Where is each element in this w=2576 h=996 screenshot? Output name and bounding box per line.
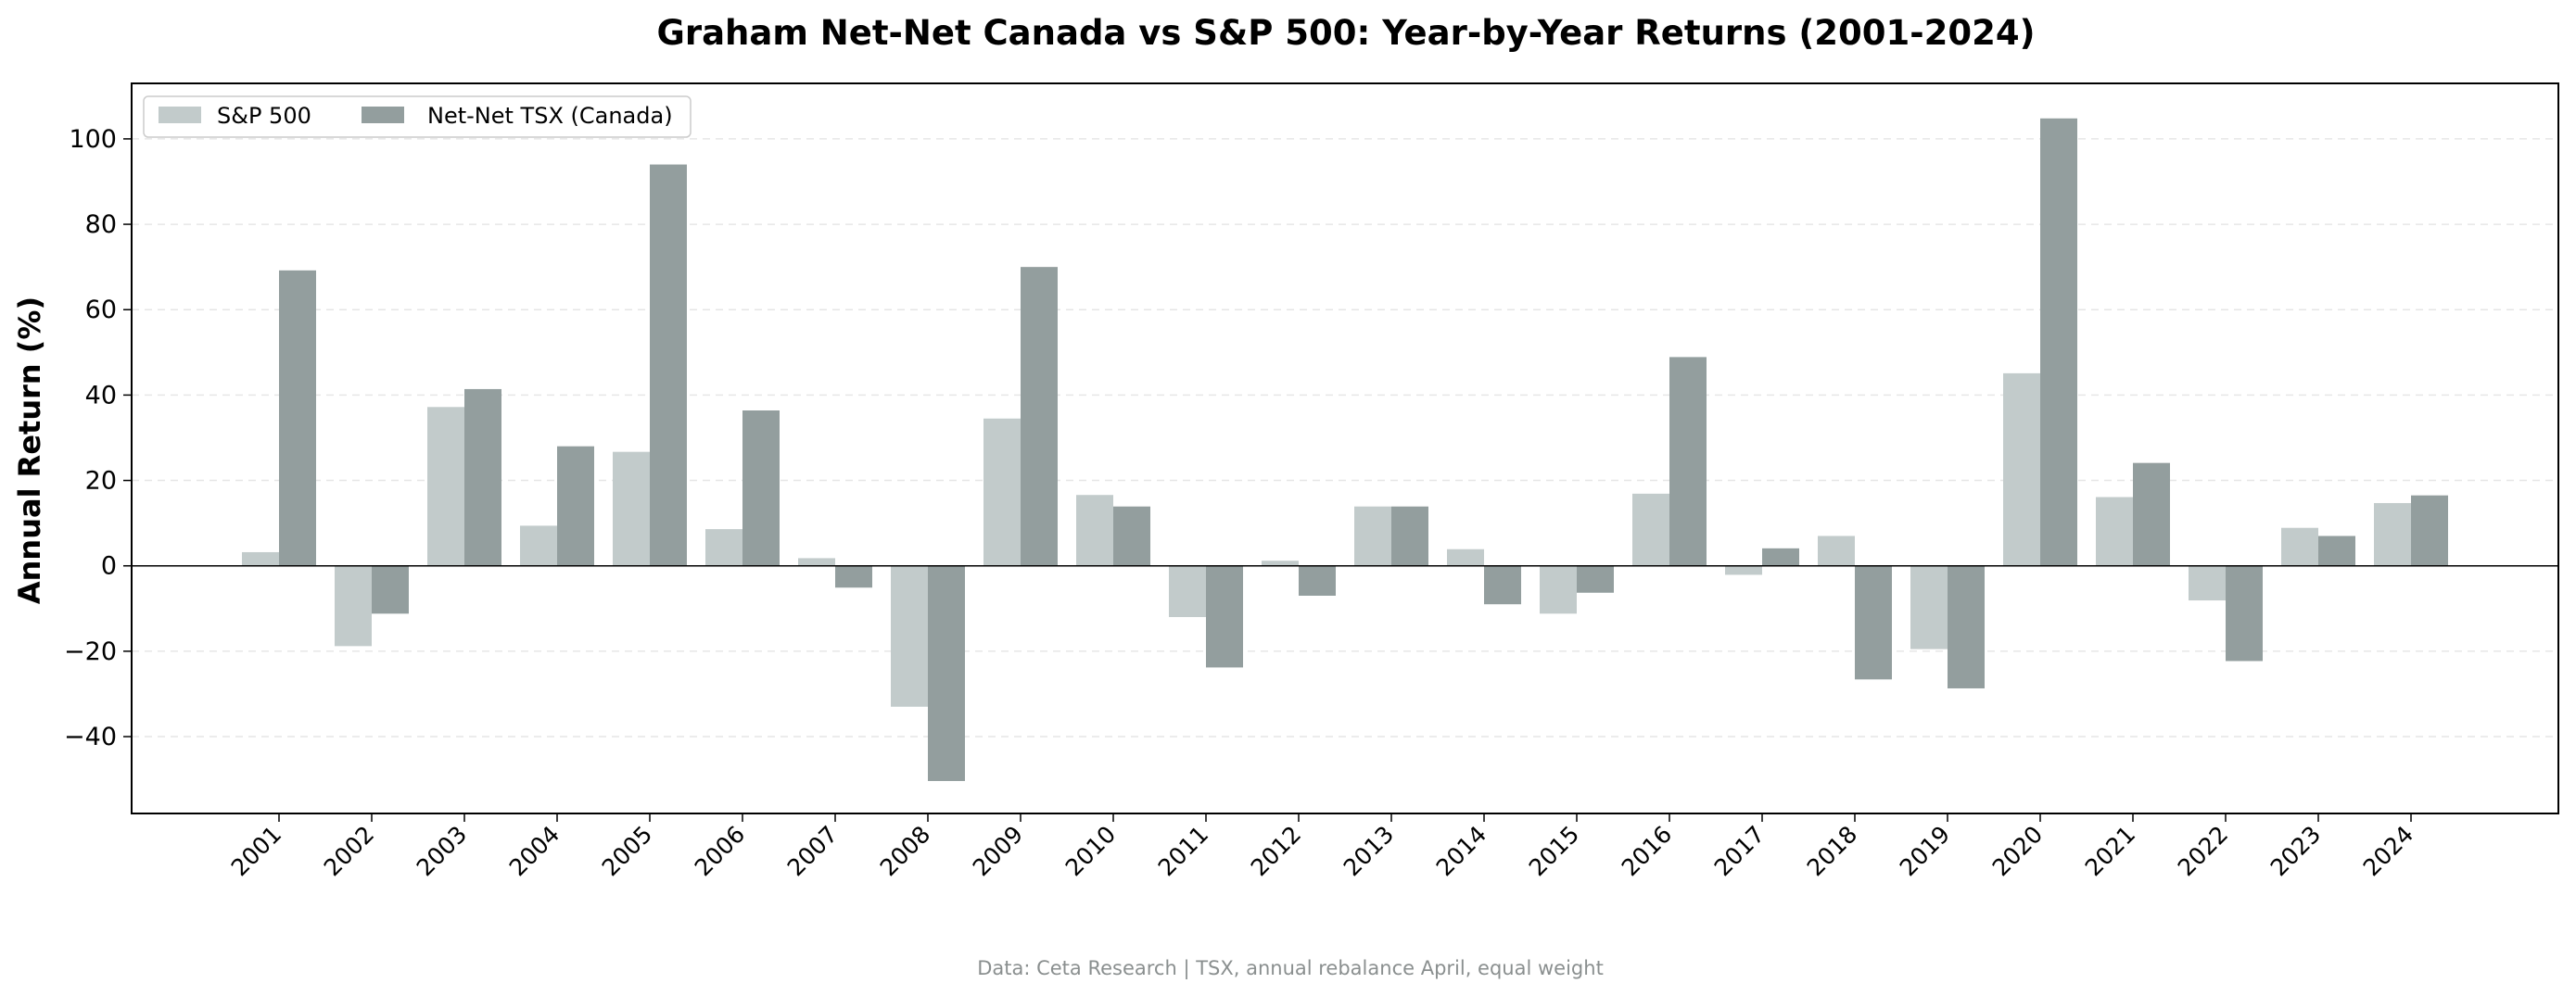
bar-sp500-2013 (1354, 506, 1391, 566)
x-tick-label: 2019 (1895, 821, 1955, 881)
bar-sp500-2009 (983, 418, 1021, 566)
x-tick-label: 2017 (1709, 821, 1770, 881)
bar-sp500-2017 (1725, 565, 1762, 575)
bar-netnet-tsx-2021 (2133, 462, 2170, 566)
bar-sp500-2007 (798, 558, 835, 566)
y-tick-label: −40 (64, 723, 117, 751)
legend-swatch (159, 107, 201, 123)
bar-sp500-2016 (1632, 493, 1669, 566)
x-tick-label: 2013 (1339, 821, 1399, 881)
bar-netnet-tsx-2014 (1484, 565, 1521, 605)
bars (242, 118, 2448, 781)
y-tick-label: −20 (64, 637, 117, 666)
bar-sp500-2022 (2189, 565, 2226, 601)
bar-netnet-tsx-2012 (1299, 565, 1336, 596)
bar-netnet-tsx-2009 (1021, 267, 1058, 566)
bar-netnet-tsx-2003 (464, 388, 501, 566)
bar-sp500-2024 (2374, 502, 2411, 566)
bar-netnet-tsx-2013 (1391, 506, 1428, 566)
bar-netnet-tsx-2004 (557, 446, 594, 566)
y-tick-label: 100 (69, 125, 117, 154)
bar-netnet-tsx-2005 (650, 164, 687, 566)
y-axis-label: Annual Return (%) (12, 296, 47, 604)
x-tick-label: 2012 (1246, 821, 1306, 881)
bar-netnet-tsx-2010 (1113, 506, 1150, 566)
bar-sp500-2023 (2281, 527, 2318, 566)
bar-sp500-2019 (1910, 565, 1948, 649)
bar-sp500-2018 (1818, 536, 1855, 566)
legend-box (143, 95, 692, 138)
x-tick-label: 2008 (875, 821, 935, 881)
bar-netnet-tsx-2006 (742, 410, 780, 566)
bar-netnet-tsx-2016 (1669, 357, 1707, 566)
x-tick-label: 2015 (1524, 821, 1584, 881)
y-tick-label: 0 (101, 552, 117, 581)
bar-netnet-tsx-2023 (2318, 536, 2355, 566)
y-tick-label: 80 (85, 210, 117, 239)
y-tick-label: 60 (85, 296, 117, 324)
x-tick-label: 2005 (597, 821, 657, 881)
x-tick-label: 2004 (504, 821, 565, 881)
x-tick-label: 2014 (1431, 821, 1491, 881)
y-tick-label: 20 (85, 467, 117, 496)
x-tick-label: 2018 (1802, 821, 1862, 881)
bar-netnet-tsx-2020 (2040, 118, 2077, 566)
legend-label: Net-Net TSX (Canada) (427, 103, 673, 129)
x-tick-label: 2020 (1987, 821, 2048, 881)
bar-sp500-2002 (335, 565, 372, 647)
legend-swatch (362, 107, 404, 123)
x-tick-label: 2002 (319, 821, 379, 881)
plot-frame (131, 82, 2559, 814)
x-tick-label: 2010 (1060, 821, 1121, 881)
x-tick-label: 2003 (412, 821, 472, 881)
bar-netnet-tsx-2001 (279, 270, 316, 566)
axes: −40 −20 0 20 40 60 80 100 2001 2002 2003 2004 2005 20… (64, 82, 2559, 881)
x-tick-label: 2023 (2265, 821, 2326, 881)
bar-netnet-tsx-2008 (928, 565, 965, 781)
bar-sp500-2011 (1169, 565, 1206, 618)
bar-netnet-tsx-2002 (372, 565, 409, 614)
bar-netnet-tsx-2022 (2226, 565, 2263, 662)
bar-netnet-tsx-2019 (1948, 565, 1985, 688)
x-tick-label: 2006 (690, 821, 750, 881)
bar-netnet-tsx-2024 (2411, 495, 2448, 566)
bar-netnet-tsx-2017 (1762, 548, 1799, 566)
x-tick-label: 2007 (782, 821, 843, 881)
x-tick-label: 2024 (2358, 821, 2418, 881)
bar-sp500-2001 (242, 551, 279, 566)
bar-sp500-2012 (1262, 561, 1299, 566)
bar-sp500-2021 (2096, 497, 2133, 566)
bar-sp500-2006 (705, 529, 742, 566)
x-tick-label: 2021 (2080, 821, 2140, 881)
legend: S&P 500 Net-Net TSX (Canada) (143, 95, 692, 138)
bar-sp500-2008 (891, 565, 928, 707)
x-tick-label: 2016 (1617, 821, 1677, 881)
bar-sp500-2004 (520, 525, 557, 566)
x-tick-label: 2022 (2173, 821, 2233, 881)
x-tick-label: 2009 (968, 821, 1028, 881)
bar-netnet-tsx-2007 (835, 565, 872, 588)
x-tick-label: 2011 (1153, 821, 1213, 881)
bar-sp500-2005 (613, 451, 650, 566)
bar-netnet-tsx-2018 (1855, 565, 1892, 680)
bar-sp500-2015 (1540, 565, 1577, 614)
bar-sp500-2014 (1447, 548, 1484, 566)
chart-title: Graham Net-Net Canada vs S&P 500: Year-b… (656, 13, 2035, 53)
bar-sp500-2010 (1076, 495, 1113, 566)
x-tick-label: 2001 (226, 821, 286, 881)
bar-sp500-2003 (427, 407, 464, 566)
legend-label: S&P 500 (217, 103, 311, 129)
source-note: Data: Ceta Research | TSX, annual rebala… (977, 957, 1604, 980)
bar-netnet-tsx-2011 (1206, 565, 1243, 668)
y-tick-label: 40 (85, 381, 117, 410)
bar-sp500-2020 (2003, 372, 2040, 566)
grid-lines (132, 138, 2558, 738)
bar-netnet-tsx-2015 (1577, 565, 1614, 593)
